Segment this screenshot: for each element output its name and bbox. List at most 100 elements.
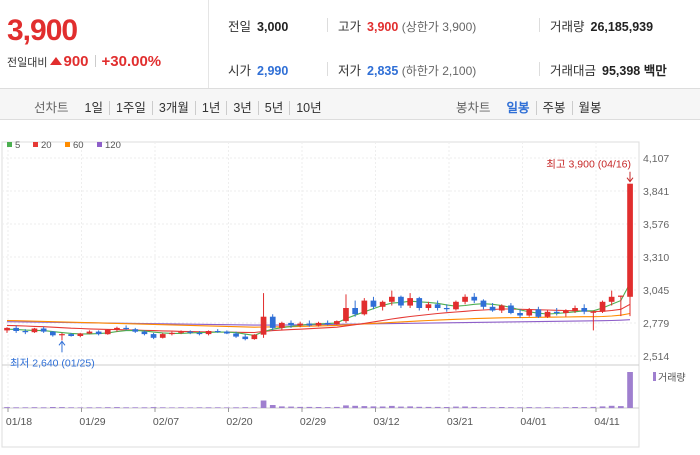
period-10y[interactable]: 10년 (289, 101, 328, 115)
line-chart-periods: 선차트 1일 1주일 3개월 1년 3년 5년 10년 (34, 97, 328, 116)
volume-bar (22, 407, 29, 408)
x-tick-label: 01/29 (79, 416, 105, 428)
stat-value: 3,900 (367, 20, 399, 34)
candle-body (517, 313, 523, 316)
legend-label: 5 (15, 140, 20, 151)
candle-body (242, 336, 249, 340)
stat-value: 95,398 (602, 64, 641, 78)
volume-bar (279, 406, 285, 408)
volume-bar (471, 406, 478, 408)
volume-bar (462, 406, 468, 408)
volume-bar (425, 406, 432, 408)
x-tick-label: 03/12 (373, 416, 399, 428)
x-axis: 01/18 01/29 02/07 02/20 02/29 03/12 03/21 04/01… (6, 408, 620, 428)
y-tick-label: 4,107 (643, 153, 669, 165)
candle-body (214, 331, 221, 332)
stat-value: 26,185,939 (590, 20, 654, 34)
candle-body (508, 305, 514, 313)
candle-body (627, 183, 633, 297)
high-arrow-head (626, 177, 634, 183)
change-line: 전일대비 900 +30.00% (7, 53, 161, 70)
volume-bar (498, 407, 505, 408)
stat-value: 2,835 (367, 64, 399, 78)
volume-bar (68, 407, 74, 408)
annotations: 최고 3,900 (04/16) 최저 2,640 (01/25) (10, 159, 634, 369)
candle-body (40, 328, 47, 332)
candle-body (572, 308, 578, 311)
change-amount: 900 (63, 53, 89, 70)
high-annotation: 최고 3,900 (04/16) (546, 159, 631, 171)
stat-value: 2,990 (257, 64, 289, 78)
candle-body (334, 321, 340, 325)
volume-bar (544, 407, 551, 408)
volume-bar (178, 407, 184, 408)
volume-bar (77, 407, 84, 408)
volume-bar (169, 407, 175, 408)
low-arrow-head (58, 340, 66, 346)
stat-sub: (상한가 3,900) (401, 20, 477, 34)
legend-swatch (97, 142, 102, 147)
volume-bar (150, 407, 157, 408)
period-1y[interactable]: 1년 (194, 101, 227, 115)
candle-body (379, 301, 386, 307)
stat-label: 시가 (228, 64, 252, 78)
grid (1, 141, 640, 448)
volume-bar (224, 407, 230, 408)
volume-bar (86, 407, 93, 409)
candle-body (169, 332, 175, 335)
period-monthly[interactable]: 월봉 (571, 101, 608, 115)
candle-body (178, 331, 184, 333)
x-tick-label: 04/01 (520, 416, 546, 428)
volume-bar (389, 405, 395, 408)
legend: 5 20 60 120 (7, 140, 121, 151)
x-tick-label: 02/29 (300, 416, 326, 428)
chart-frame (1, 141, 640, 448)
volume-bar (618, 406, 624, 409)
period-1w[interactable]: 1주일 (108, 101, 152, 115)
volume-bar (599, 406, 606, 408)
volume-bar (361, 406, 368, 409)
y-tick-label: 2,514 (643, 351, 669, 363)
period-weekly[interactable]: 주봉 (535, 101, 572, 115)
candle-body (618, 295, 624, 297)
candle-body (324, 322, 331, 325)
y-axis: 4,107 3,841 3,576 3,310 3,045 2,779 2,514 (643, 153, 669, 363)
period-3y[interactable]: 3년 (226, 101, 258, 115)
candle-body (77, 333, 84, 336)
candle-body (425, 304, 432, 308)
volume-bar (297, 406, 303, 408)
candle-body (297, 323, 303, 326)
volume-bar (627, 372, 633, 408)
candle-body (590, 311, 597, 313)
candle-body (233, 333, 239, 337)
candle-body (260, 316, 267, 335)
candle-body (224, 331, 230, 334)
stat-label: 전일 (228, 20, 252, 34)
low-annotation: 최저 2,640 (01/25) (10, 357, 95, 369)
candle-body (315, 322, 322, 326)
quote-header: 3,900 전일대비 900 +30.00% 전일 3,000 고가 3,900 (상한… (0, 0, 700, 89)
price-chart: 5 20 60 120 최고 3,900 (04/16) 최저 2,640 (01/25… (0, 120, 700, 450)
stat-label: 거래량 (550, 20, 585, 34)
volume-bar (59, 407, 65, 408)
candle-body (123, 327, 129, 330)
candle-body (288, 322, 294, 326)
stat-label: 거래대금 (550, 64, 597, 78)
price-box: 3,900 전일대비 900 +30.00% (0, 0, 209, 88)
x-tick-label: 02/20 (226, 416, 252, 428)
candle-body (535, 309, 542, 317)
period-1d[interactable]: 1일 (84, 101, 103, 115)
candle-body (553, 311, 560, 313)
candle-body (95, 331, 102, 335)
candle-body (279, 322, 285, 328)
legend-swatch (7, 142, 12, 147)
volume-bar (324, 407, 331, 408)
volume-bar (104, 407, 111, 408)
candle-body (114, 327, 120, 330)
period-5y[interactable]: 5년 (257, 101, 290, 115)
period-3m[interactable]: 3개월 (151, 101, 195, 115)
candle-body (50, 331, 56, 336)
x-tick-label: 04/11 (594, 416, 620, 428)
period-daily[interactable]: 일봉 (506, 101, 530, 115)
volume-bar (95, 407, 102, 408)
